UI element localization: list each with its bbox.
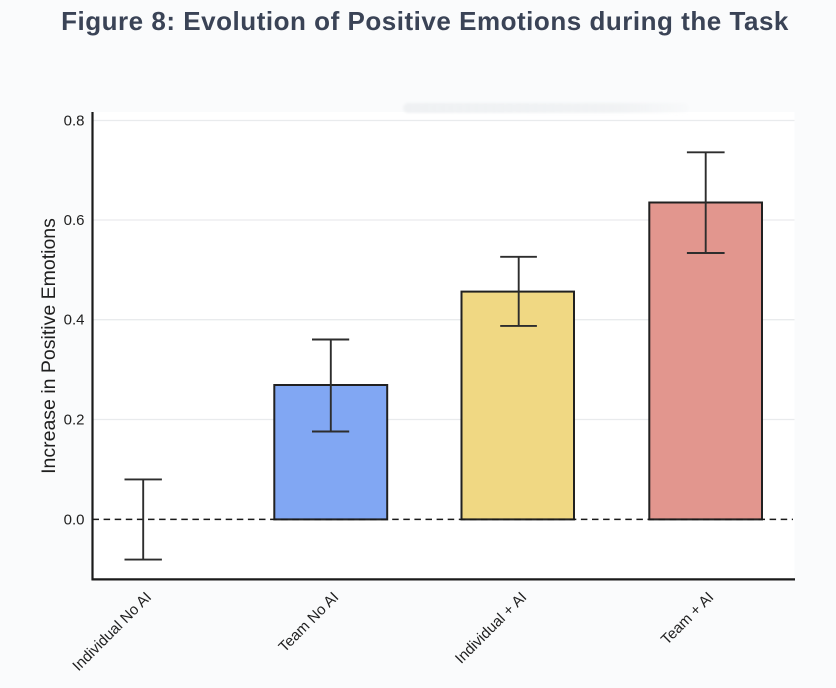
svg-text:Figure 8: Evolution of Positiv: Figure 8: Evolution of Positive Emotions… — [61, 6, 789, 36]
svg-text:0.2: 0.2 — [64, 412, 85, 429]
svg-text:0.6: 0.6 — [64, 212, 85, 229]
svg-text:0.0: 0.0 — [64, 511, 85, 528]
svg-text:Increase in Positive Emotions: Increase in Positive Emotions — [38, 218, 60, 474]
svg-text:0.8: 0.8 — [64, 113, 85, 130]
svg-text:0.4: 0.4 — [64, 312, 85, 329]
